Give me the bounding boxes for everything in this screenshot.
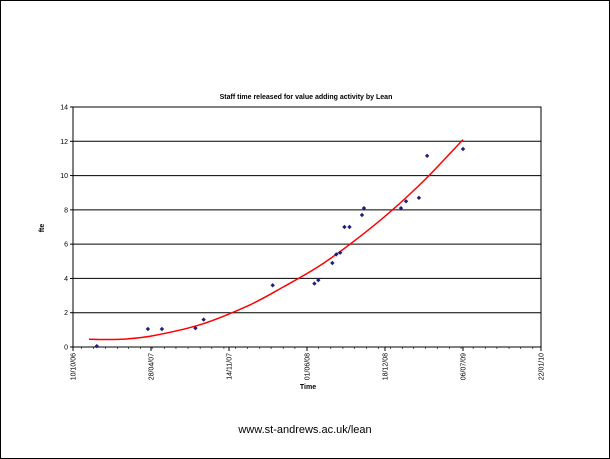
data-point — [159, 326, 165, 332]
data-point — [347, 224, 352, 230]
data-point — [316, 277, 321, 283]
y-tick-label: 10 — [60, 173, 68, 180]
data-point — [330, 260, 335, 266]
data-point — [145, 326, 151, 332]
chart-title: Staff time released for value adding act… — [220, 94, 393, 101]
y-tick-label: 2 — [64, 310, 68, 317]
gridlines — [73, 140, 541, 314]
data-point — [193, 325, 198, 331]
x-tick-label: 18/12/08 — [383, 353, 390, 380]
data-point — [201, 317, 206, 322]
x-tick-label: 10/10/06 — [71, 353, 78, 380]
y-tick-label: 4 — [64, 276, 68, 283]
y-tick-label: 8 — [64, 207, 68, 214]
x-tick-label: 06/07/09 — [461, 353, 468, 380]
data-point — [334, 252, 339, 257]
data-point — [460, 146, 466, 152]
plot-area-border — [72, 106, 542, 348]
data-point — [312, 281, 317, 286]
data-points — [94, 146, 466, 349]
y-tick-label: 0 — [64, 345, 68, 352]
x-tick-label: 28/04/07 — [149, 353, 156, 380]
y-axis-label: fte — [39, 224, 46, 233]
data-point — [337, 250, 343, 255]
data-point — [270, 283, 275, 288]
y-tick-label: 12 — [60, 139, 68, 146]
data-point — [94, 343, 99, 349]
trendline — [88, 139, 464, 341]
trendline-group — [88, 139, 464, 341]
data-point — [416, 195, 422, 201]
data-point — [342, 224, 347, 230]
data-point — [359, 212, 365, 218]
y-tick-label: 14 — [60, 105, 68, 112]
y-tick-label: 6 — [64, 242, 68, 249]
footer-url: www.st-andrews.ac.uk/lean — [238, 424, 372, 436]
x-tick-label: 01/06/08 — [305, 353, 312, 380]
data-point — [403, 199, 409, 204]
x-tick-label: 14/11/07 — [227, 353, 234, 380]
data-point — [424, 153, 430, 159]
x-axis-label: Time — [300, 384, 316, 391]
data-point — [361, 205, 367, 211]
axis-ticks: 0 2 4 6 8 10 12 14 10/10/06 28/04/07 14/11/07 01/06… — [60, 105, 545, 381]
data-point — [398, 205, 404, 211]
x-tick-label: 22/01/10 — [539, 353, 546, 380]
